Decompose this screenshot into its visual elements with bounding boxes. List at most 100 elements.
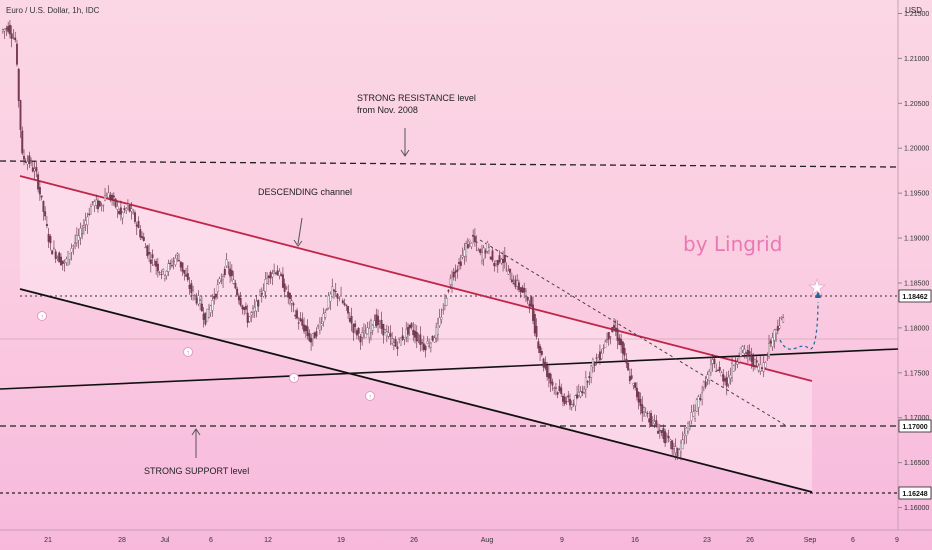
- candle-body: [338, 297, 341, 299]
- candle-body: [163, 275, 166, 279]
- candle-body: [701, 392, 704, 400]
- candle-body: [708, 370, 711, 381]
- candle-body: [671, 440, 674, 450]
- candle-body: [303, 324, 306, 332]
- candle-body: [104, 195, 106, 201]
- candle-body: [639, 398, 642, 407]
- candle-body: [31, 167, 34, 172]
- candle-body: [565, 401, 568, 403]
- candle-body: [637, 392, 640, 403]
- candle-body: [111, 194, 114, 201]
- candle-body: [61, 260, 64, 264]
- candle-body: [244, 306, 247, 310]
- candle-body: [764, 362, 767, 368]
- candle-body: [581, 391, 584, 394]
- touch-marker-3: ↑: [289, 373, 299, 383]
- candle-body: [45, 223, 48, 227]
- candle-body: [199, 300, 202, 304]
- candle-body: [63, 262, 66, 264]
- candle-body: [532, 304, 534, 321]
- y-tick-label: 1.20000: [904, 146, 929, 153]
- candle-body: [736, 361, 739, 365]
- candle-body: [510, 279, 513, 283]
- candle-body: [17, 68, 20, 101]
- price-tag-1-18462-text: 1.18462: [902, 294, 927, 301]
- candle-body: [632, 383, 635, 386]
- candle-body: [554, 387, 557, 389]
- candle-body: [625, 358, 628, 364]
- svg-text:↑: ↑: [41, 315, 44, 321]
- candle-body: [753, 359, 756, 366]
- touch-marker-4: ↑: [365, 391, 375, 401]
- candle-body: [348, 318, 351, 322]
- candle-body: [192, 290, 195, 296]
- x-tick-label: 9: [560, 537, 564, 544]
- candle-body: [750, 354, 753, 362]
- candle-body: [415, 331, 418, 342]
- candle-body: [334, 290, 337, 292]
- x-tick-label: 6: [209, 537, 213, 544]
- candle-body: [58, 252, 61, 263]
- candle-body: [473, 236, 476, 242]
- candle-body: [680, 442, 682, 453]
- candle-body: [102, 204, 105, 206]
- candle-body: [148, 252, 151, 255]
- y-tick-label: 1.18000: [904, 325, 929, 332]
- candle-body: [630, 375, 633, 379]
- candle-body: [459, 261, 462, 266]
- svg-text:↑: ↑: [187, 351, 190, 357]
- candle-body: [563, 396, 566, 404]
- candle-body: [109, 194, 112, 201]
- candle-body: [493, 263, 496, 267]
- candle-body: [470, 243, 473, 247]
- candle-body: [468, 239, 471, 242]
- candle-body: [51, 250, 54, 255]
- candle-body: [220, 280, 223, 282]
- candle-body: [266, 277, 269, 284]
- candle-body: [658, 430, 661, 432]
- candle-body: [704, 381, 707, 387]
- candle-body: [246, 312, 249, 323]
- candle-body: [405, 328, 408, 338]
- candle-body: [424, 345, 427, 351]
- candle-body: [593, 362, 596, 366]
- candle-body: [720, 372, 723, 377]
- candle-body: [84, 220, 87, 225]
- candle-body: [394, 339, 397, 347]
- candle-body: [537, 341, 540, 349]
- candle-body: [211, 300, 214, 311]
- candle-body: [158, 272, 161, 273]
- candle-body: [213, 295, 216, 299]
- candle-body: [326, 308, 328, 310]
- candle-body: [56, 257, 59, 259]
- target-star-icon: [808, 277, 826, 297]
- candle-body: [577, 392, 580, 396]
- candle-body: [662, 427, 665, 439]
- x-tick-label: Sep: [804, 537, 817, 544]
- candle-body: [306, 326, 309, 336]
- candle-body: [178, 260, 180, 262]
- candle-body: [257, 300, 260, 307]
- candle-body: [174, 258, 177, 265]
- svg-text:↑: ↑: [369, 395, 372, 401]
- candle-body: [289, 293, 291, 300]
- candle-body: [421, 342, 424, 344]
- candle-body: [480, 252, 483, 261]
- candle-body: [67, 251, 69, 266]
- candle-body: [699, 397, 702, 400]
- candle-body: [505, 269, 508, 271]
- candle-body: [121, 212, 124, 219]
- candle-body: [540, 351, 543, 355]
- candle-body: [299, 318, 302, 321]
- candle-body: [702, 381, 705, 388]
- candle-body: [431, 336, 434, 341]
- candle-body: [54, 251, 57, 259]
- candle-body: [674, 446, 677, 453]
- candle-body: [183, 269, 186, 274]
- candle-body: [604, 341, 607, 349]
- candle-body: [30, 161, 33, 163]
- candle-body: [776, 325, 779, 331]
- candle-body: [428, 345, 431, 347]
- candle-body: [10, 33, 13, 39]
- candle-body: [653, 421, 656, 424]
